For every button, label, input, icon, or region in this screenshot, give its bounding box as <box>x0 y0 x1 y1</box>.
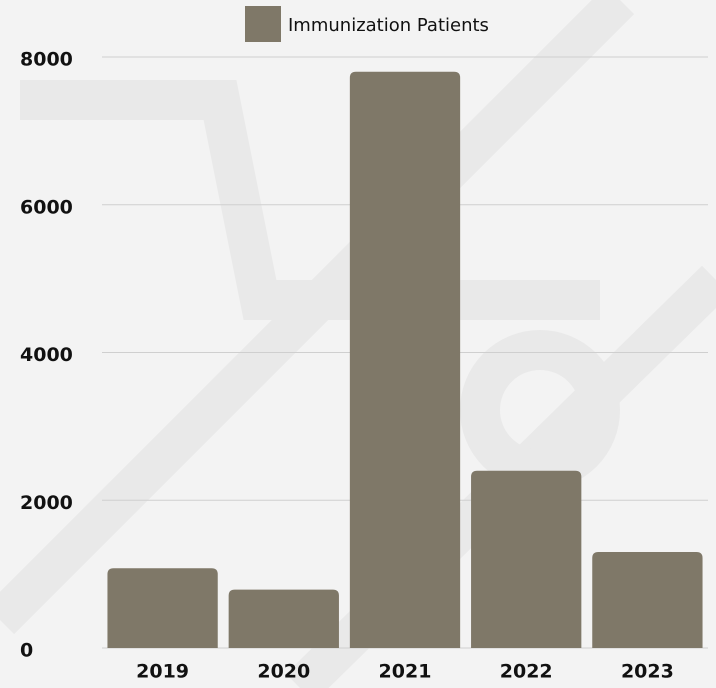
y-tick-label: 0 <box>20 640 33 662</box>
legend-swatch <box>245 6 281 42</box>
y-tick-label: 2000 <box>20 492 73 514</box>
legend-label: Immunization Patients <box>288 15 489 36</box>
chart: 0 2000 4000 6000 8000 Immunization Patients 20… <box>0 0 716 688</box>
bar <box>471 471 581 648</box>
x-tick-label: 2022 <box>500 661 553 683</box>
y-tick-label: 8000 <box>20 49 73 71</box>
y-tick-label: 6000 <box>20 196 73 218</box>
x-tick-label: 2023 <box>621 661 674 683</box>
y-tick-label: 4000 <box>20 344 73 366</box>
bar <box>107 568 217 648</box>
bar <box>350 72 460 648</box>
watermark-shape <box>480 350 600 470</box>
x-tick-label: 2019 <box>136 661 189 683</box>
bar <box>592 552 702 648</box>
x-tick-label: 2021 <box>379 661 432 683</box>
bar <box>229 590 339 648</box>
x-tick-label: 2020 <box>257 661 310 683</box>
